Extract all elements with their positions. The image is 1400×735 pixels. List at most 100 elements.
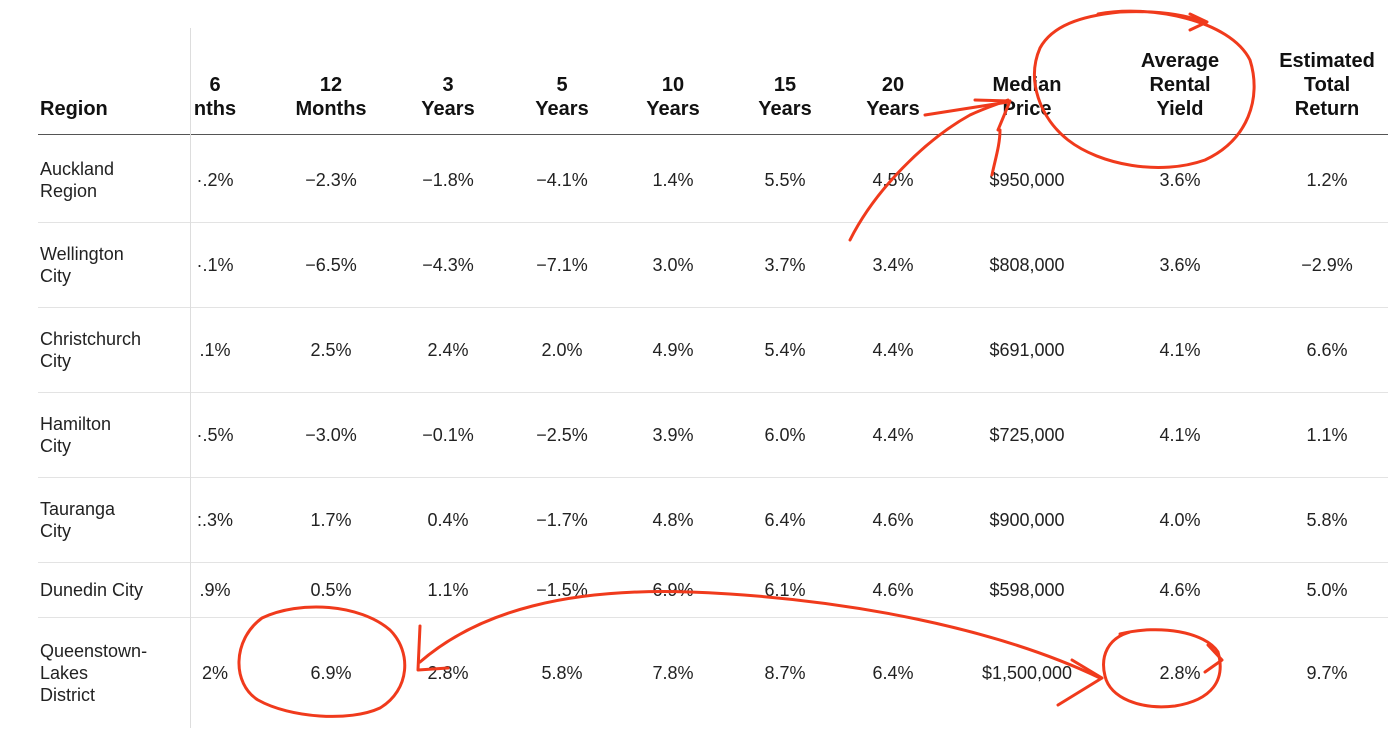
value-cell-y3: −0.1%	[422, 425, 474, 445]
table-row: Auckland Region ·.2% −2.3% −1.8% −4.1% 1.4% 5.5…	[0, 140, 1400, 220]
value-cell-y3: 2.4%	[427, 340, 469, 360]
table-row: Hamilton City ·.5% −3.0% −0.1% −2.5% 3.9% 6.0% 4…	[0, 395, 1400, 475]
column-header-line: 6	[209, 74, 221, 96]
column-header-m6: 6 nths	[155, 73, 275, 121]
row-divider	[38, 392, 1388, 393]
column-header-line: 12	[319, 74, 343, 96]
column-header-yield: Average Rental Yield	[1120, 49, 1240, 121]
value-cell-total: 6.6%	[1306, 340, 1348, 360]
column-header-y5: 5 Years	[502, 73, 622, 121]
column-header-line: Estimated	[1279, 50, 1375, 72]
value-cell-m12: 0.5%	[310, 580, 352, 600]
value-cell-y20: 6.4%	[872, 662, 914, 683]
value-cell-y10: 3.9%	[652, 425, 694, 445]
value-cell-y5: −4.1%	[536, 170, 588, 190]
value-cell-yield: 3.6%	[1159, 170, 1201, 190]
column-header-median: Median Price	[967, 73, 1087, 121]
value-cell-total: −2.9%	[1301, 255, 1353, 275]
value-cell-y15: 6.1%	[764, 580, 806, 600]
row-divider	[38, 617, 1388, 618]
value-cell-yield: 4.6%	[1159, 580, 1201, 600]
value-cell-y15: 8.7%	[764, 662, 806, 683]
region-name-line: Hamilton	[40, 414, 112, 434]
value-cell-m6: .9%	[199, 580, 231, 600]
value-cell-total: 5.0%	[1306, 580, 1348, 600]
value-cell-y5: −1.5%	[536, 580, 588, 600]
region-name-line: Dunedin City	[40, 580, 144, 600]
value-cell-m6: ·.1%	[196, 255, 234, 275]
column-header-line: Region	[40, 98, 108, 120]
column-header-region: Region	[40, 97, 108, 121]
value-cell-total: 9.7%	[1306, 662, 1348, 683]
value-cell-y15: 6.4%	[764, 510, 806, 530]
column-header-y15: 15 Years	[725, 73, 845, 121]
value-cell-y10: 7.8%	[652, 662, 694, 683]
value-cell-median: $950,000	[989, 170, 1065, 190]
region-name-line: City	[40, 266, 71, 286]
table-row: Christchurch City .1% 2.5% 2.4% 2.0% 4.9% 5.4% 4…	[0, 310, 1400, 390]
row-divider	[38, 307, 1388, 308]
value-cell-y20: 4.5%	[872, 170, 914, 190]
value-cell-y5: −1.7%	[536, 510, 588, 530]
value-cell-m12: 1.7%	[310, 510, 352, 530]
value-cell-yield: 3.6%	[1159, 255, 1201, 275]
value-cell-yield: 4.0%	[1159, 510, 1201, 530]
value-cell-y15: 5.4%	[764, 340, 806, 360]
value-cell-yield: 4.1%	[1159, 340, 1201, 360]
value-cell-y5: −2.5%	[536, 425, 588, 445]
value-cell-yield: 4.1%	[1159, 425, 1201, 445]
column-header-line: Yield	[1156, 98, 1204, 120]
region-cell: Hamilton City	[40, 413, 111, 457]
column-header-line: Years	[421, 98, 475, 120]
value-cell-m6: .1%	[199, 340, 231, 360]
value-cell-y5: 5.8%	[541, 662, 583, 683]
value-cell-median: $598,000	[989, 580, 1065, 600]
row-divider	[38, 562, 1388, 563]
column-header-line: 20	[881, 74, 905, 96]
column-header-line: Return	[1294, 98, 1360, 120]
region-name-line: Region	[40, 181, 98, 201]
region-cell: Dunedin City	[40, 579, 143, 601]
table-row: Dunedin City .9% 0.5% 1.1% −1.5% 6.9% 6.1% 4.6%…	[0, 565, 1400, 615]
value-cell-y5: 2.0%	[541, 340, 583, 360]
region-name-line: Tauranga	[40, 499, 116, 519]
value-cell-m12: −2.3%	[305, 170, 357, 190]
value-cell-y20: 3.4%	[872, 255, 914, 275]
region-name-line: District	[40, 684, 95, 705]
row-divider	[38, 477, 1388, 478]
region-name-line: Auckland	[40, 159, 115, 179]
region-name-line: Christchurch	[40, 329, 142, 349]
column-header-m12: 12 Months	[271, 73, 391, 121]
column-clip-edge	[190, 28, 191, 728]
column-header-line: Months	[295, 98, 367, 120]
value-cell-m6: :.3%	[196, 510, 234, 530]
column-header-line: 15	[773, 74, 797, 96]
value-cell-total: 1.2%	[1306, 170, 1348, 190]
value-cell-y15: 6.0%	[764, 425, 806, 445]
column-header-line: Average	[1140, 50, 1220, 72]
column-header-line: 10	[661, 74, 685, 96]
region-name-line: Wellington	[40, 244, 124, 264]
table-header-row: Region 6 nths 12 Months 3 Years 5 Years 10 Years 15…	[0, 0, 1400, 135]
value-cell-median: $725,000	[989, 425, 1065, 445]
value-cell-y3: −1.8%	[422, 170, 474, 190]
column-header-line: Rental	[1149, 74, 1211, 96]
value-cell-y15: 3.7%	[764, 255, 806, 275]
table-row: Queenstown- Lakes District 2% 6.9% 2.8% 5.8% 7.…	[0, 620, 1400, 725]
column-header-line: Years	[646, 98, 700, 120]
table-row: Tauranga City:.3% 1.7% 0.4% −1.7% 4.8% 6.4% 4.6…	[0, 480, 1400, 560]
region-cell: Tauranga City	[40, 498, 115, 542]
region-cell: Christchurch City	[40, 328, 141, 372]
table-row: Wellington City ·.1% −6.5% −4.3% −7.1% 3.0% 3.7…	[0, 225, 1400, 305]
column-header-total: Estimated Total Return	[1267, 49, 1387, 121]
value-cell-yield: 2.8%	[1159, 662, 1201, 683]
value-cell-y10: 1.4%	[652, 170, 694, 190]
header-divider	[38, 134, 1388, 135]
region-name-line: Queenstown-	[40, 640, 148, 661]
value-cell-y3: 2.8%	[427, 662, 469, 683]
value-cell-y10: 6.9%	[652, 580, 694, 600]
value-cell-median: $900,000	[989, 510, 1065, 530]
value-cell-m6: ·.5%	[196, 425, 234, 445]
column-header-line: Median	[992, 74, 1062, 96]
